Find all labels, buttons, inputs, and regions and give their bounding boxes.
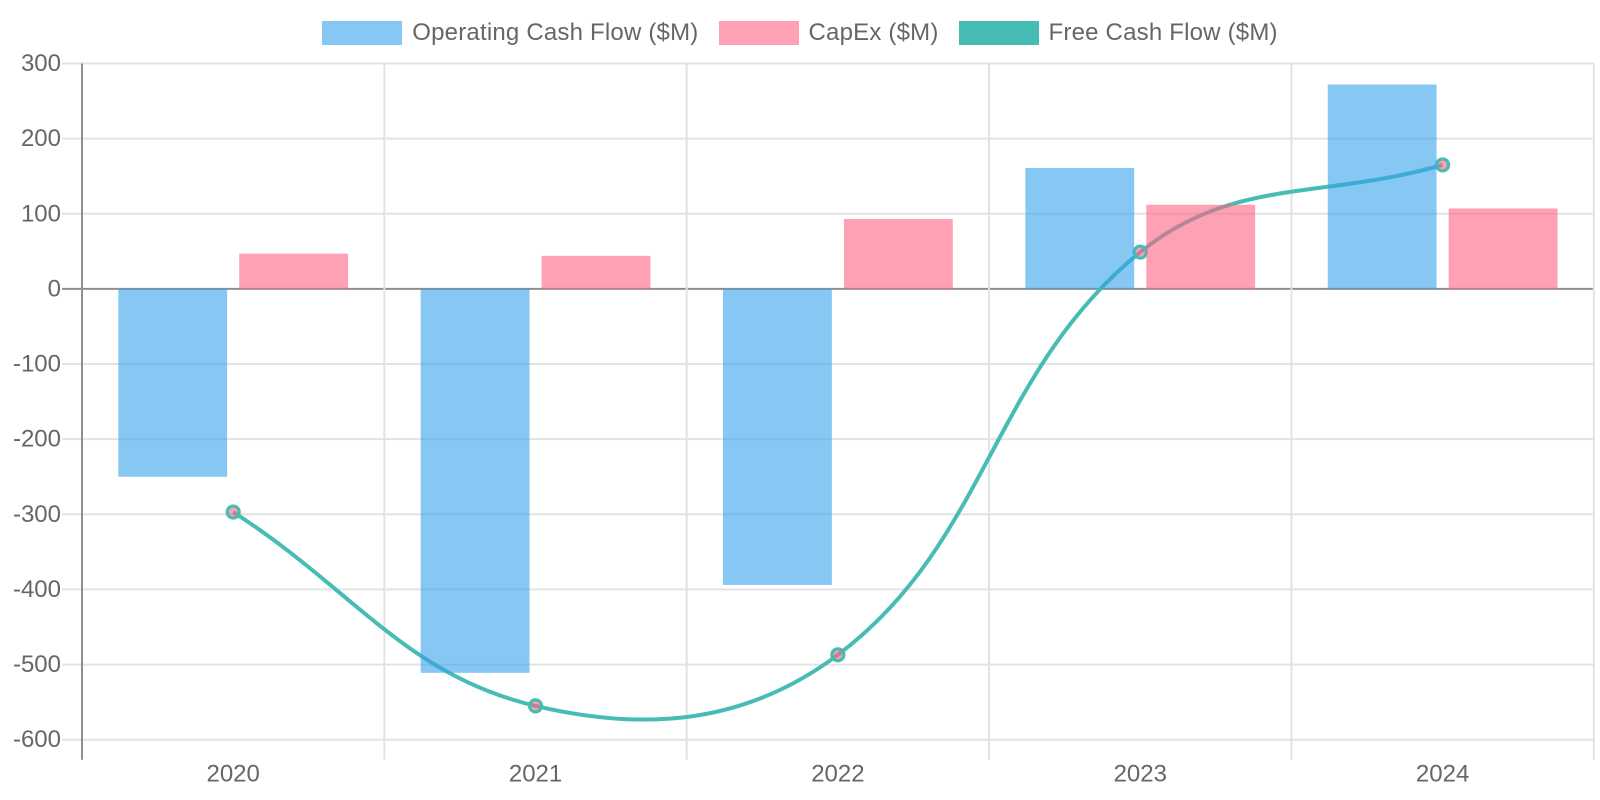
y-tick-label: 300 bbox=[21, 50, 61, 77]
bar-operating-cash-flow-m-2021[interactable] bbox=[420, 288, 530, 673]
bar-capex-m-2024[interactable] bbox=[1448, 208, 1558, 289]
bar-operating-cash-flow-m-2022[interactable] bbox=[723, 288, 832, 585]
legend-label-operating-cash-flow: Operating Cash Flow ($M) bbox=[412, 19, 699, 46]
bar-capex-m-2023[interactable] bbox=[1146, 204, 1256, 289]
bar-operating-cash-flow-m-2024[interactable] bbox=[1327, 84, 1437, 289]
x-tick-label: 2020 bbox=[206, 761, 259, 788]
free-cash-flow-point-2022[interactable] bbox=[830, 647, 846, 663]
y-tick-label: 100 bbox=[21, 200, 61, 227]
legend-swatch-operating-cash-flow bbox=[322, 21, 403, 45]
y-tick-label: 0 bbox=[48, 275, 61, 302]
series-layer bbox=[118, 84, 1558, 722]
y-tick-label: -500 bbox=[13, 651, 61, 678]
x-tick-label: 2023 bbox=[1114, 761, 1167, 788]
x-tick-label: 2024 bbox=[1416, 761, 1469, 788]
bar-capex-m-2021[interactable] bbox=[541, 255, 651, 289]
legend-item-capex[interactable]: CapEx ($M) bbox=[718, 19, 939, 46]
legend-swatch-capex bbox=[718, 21, 799, 45]
free-cash-flow-point-2020[interactable] bbox=[225, 504, 241, 520]
tick-layer: 300 200 100 0 -100 -200 -300 -400 -500 -600 2020 20… bbox=[13, 50, 1469, 788]
x-tick-label: 2021 bbox=[509, 761, 562, 788]
x-tick-label: 2022 bbox=[811, 761, 864, 788]
y-tick-label: -200 bbox=[13, 426, 61, 453]
y-tick-label: 200 bbox=[21, 125, 61, 152]
y-tick-label: -300 bbox=[13, 501, 61, 528]
bar-operating-cash-flow-m-2023[interactable] bbox=[1025, 167, 1135, 289]
legend-item-free-cash-flow[interactable]: Free Cash Flow ($M) bbox=[958, 19, 1278, 46]
free-cash-flow-point-2024[interactable] bbox=[1435, 157, 1451, 173]
bar-capex-m-2022[interactable] bbox=[843, 219, 953, 289]
legend-swatch-free-cash-flow bbox=[958, 21, 1039, 45]
bar-capex-m-2020[interactable] bbox=[239, 253, 349, 289]
legend-item-operating-cash-flow[interactable]: Operating Cash Flow ($M) bbox=[322, 20, 698, 46]
free-cash-flow-point-2021[interactable] bbox=[527, 698, 544, 714]
legend-label-capex: CapEx ($M) bbox=[808, 19, 939, 46]
free-cash-flow-point-2023[interactable] bbox=[1132, 244, 1148, 260]
free-cash-flow-line[interactable] bbox=[232, 163, 1444, 722]
bar-operating-cash-flow-m-2020[interactable] bbox=[118, 288, 228, 477]
legend-label-free-cash-flow: Free Cash Flow ($M) bbox=[1048, 19, 1278, 46]
y-tick-label: -400 bbox=[13, 576, 61, 603]
y-tick-label: -100 bbox=[13, 351, 61, 378]
chart-legend: Operating Cash Flow ($M) CapEx ($M) Free… bbox=[0, 20, 1600, 46]
y-tick-label: -600 bbox=[13, 726, 61, 753]
